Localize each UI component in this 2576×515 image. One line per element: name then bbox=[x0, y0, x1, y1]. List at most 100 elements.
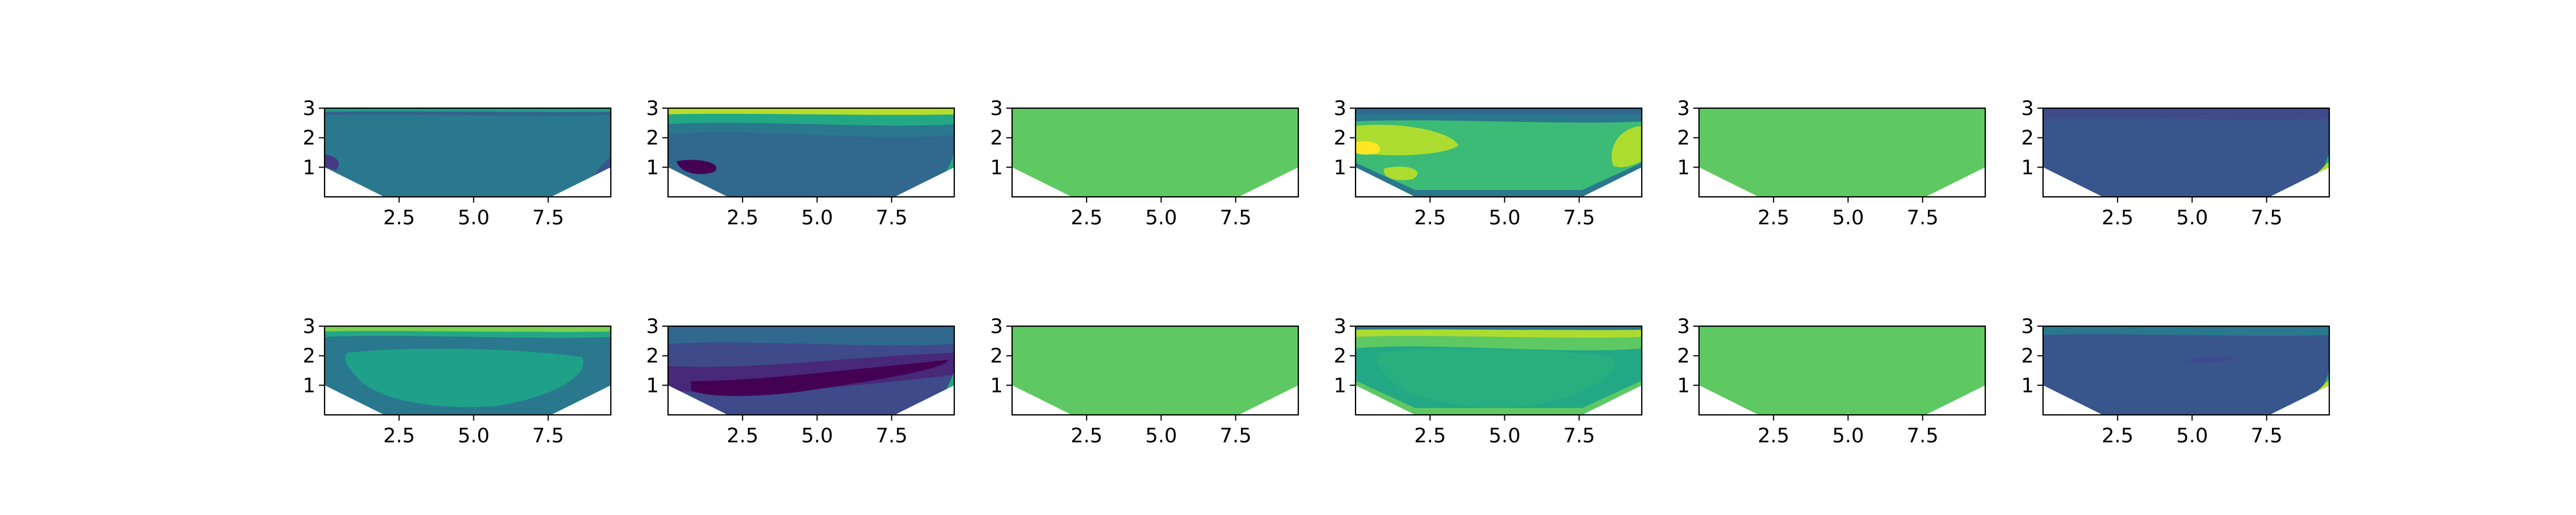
contour-base-fill bbox=[2043, 326, 2329, 415]
y-tick-label: 1 bbox=[646, 374, 659, 397]
y-tick-label: 2 bbox=[2021, 345, 2034, 368]
y-tick-label: 1 bbox=[990, 156, 1003, 179]
contour-level-1 bbox=[668, 326, 954, 346]
y-tick-label: 2 bbox=[1677, 345, 1690, 368]
y-tick-label: 1 bbox=[990, 374, 1003, 397]
y-tick-label: 3 bbox=[990, 315, 1003, 338]
contour-level-5 bbox=[1356, 381, 1642, 415]
y-tick-label: 1 bbox=[2021, 156, 2034, 179]
x-tick-label: 5.0 bbox=[801, 207, 833, 229]
x-tick-label: 5.0 bbox=[2176, 207, 2208, 229]
x-tick-label: 2.5 bbox=[1414, 425, 1446, 447]
y-tick-label: 3 bbox=[1334, 315, 1346, 338]
y-tick-label: 2 bbox=[990, 345, 1003, 368]
contour-base-fill bbox=[1012, 108, 1298, 197]
contour-subplot-7: 2.5 5.0 7.5 1 2 3 bbox=[303, 315, 612, 447]
y-tick-label: 3 bbox=[990, 97, 1003, 120]
x-tick-label: 2.5 bbox=[1070, 207, 1103, 229]
contour-fill-group bbox=[1699, 326, 1985, 415]
y-tick-label: 1 bbox=[303, 374, 315, 397]
x-tick-label: 7.5 bbox=[2251, 425, 2283, 447]
y-tick-label: 3 bbox=[2021, 315, 2034, 338]
contour-subplot-10: 2.5 5.0 7.5 1 2 3 bbox=[1334, 315, 1643, 447]
axes-frame bbox=[323, 107, 612, 198]
x-tick-label: 7.5 bbox=[1220, 207, 1252, 229]
x-tick-label: 2.5 bbox=[726, 425, 758, 447]
contour-base-fill bbox=[325, 108, 611, 197]
contour-fill-group bbox=[2043, 108, 2329, 197]
contour-base-fill bbox=[1012, 326, 1298, 415]
x-tick-label: 7.5 bbox=[1907, 207, 1939, 229]
contour-subplot-8: 2.5 5.0 7.5 1 2 3 bbox=[646, 315, 955, 447]
y-tick-label: 1 bbox=[1334, 156, 1346, 179]
contour-level-6 bbox=[1356, 163, 1642, 197]
contour-fill-group bbox=[325, 326, 611, 415]
x-tick-label: 5.0 bbox=[458, 425, 490, 447]
contour-base-fill bbox=[1699, 108, 1985, 197]
y-tick-label: 2 bbox=[2021, 127, 2034, 150]
x-tick-label: 7.5 bbox=[2251, 207, 2283, 229]
contour-subplot-12: 2.5 5.0 7.5 1 2 3 bbox=[2021, 315, 2330, 447]
contour-level-1 bbox=[2043, 326, 2329, 336]
axes-frame bbox=[667, 325, 955, 416]
y-tick-label: 1 bbox=[2021, 374, 2034, 397]
x-tick-label: 5.0 bbox=[2176, 425, 2208, 447]
x-tick-label: 2.5 bbox=[383, 207, 415, 229]
contour-level-4 bbox=[2186, 356, 2238, 363]
contour-fill-group bbox=[1012, 108, 1298, 197]
x-tick-label: 2.5 bbox=[1070, 425, 1103, 447]
contour-fill-group bbox=[2043, 326, 2329, 415]
contour-level-3 bbox=[325, 326, 611, 332]
contour-subplot-2: 2.5 5.0 7.5 1 2 3 bbox=[646, 97, 955, 229]
x-tick-label: 5.0 bbox=[1489, 207, 1521, 229]
contour-level-5 bbox=[1611, 126, 1642, 168]
contour-level-4 bbox=[1356, 326, 1642, 330]
x-tick-label: 5.0 bbox=[1832, 207, 1864, 229]
x-tick-label: 7.5 bbox=[1563, 207, 1595, 229]
contour-fill-group bbox=[1356, 108, 1642, 197]
contour-level-3 bbox=[668, 108, 954, 115]
contour-level-1 bbox=[345, 348, 584, 407]
contour-subplot-3: 2.5 5.0 7.5 1 2 3 bbox=[990, 97, 1299, 229]
x-tick-label: 2.5 bbox=[1414, 207, 1446, 229]
contour-level-5 bbox=[677, 160, 717, 175]
contour-level-2 bbox=[325, 108, 611, 112]
y-tick-label: 1 bbox=[1677, 156, 1690, 179]
axes-frame bbox=[667, 107, 955, 198]
y-tick-label: 1 bbox=[1334, 374, 1346, 397]
x-tick-label: 2.5 bbox=[2101, 207, 2134, 229]
x-tick-label: 5.0 bbox=[458, 207, 490, 229]
y-tick-label: 3 bbox=[303, 315, 315, 338]
contour-subplot-5: 2.5 5.0 7.5 1 2 3 bbox=[1677, 97, 1986, 229]
x-tick-label: 7.5 bbox=[876, 425, 908, 447]
axes-frame bbox=[1011, 107, 1299, 198]
x-tick-label: 5.0 bbox=[801, 425, 833, 447]
x-tick-label: 2.5 bbox=[2101, 425, 2134, 447]
axes-frame bbox=[2042, 107, 2330, 198]
x-tick-label: 2.5 bbox=[1757, 425, 1789, 447]
contour-level-2 bbox=[1356, 108, 1642, 115]
contour-fill-group bbox=[325, 108, 611, 197]
x-tick-label: 7.5 bbox=[532, 207, 564, 229]
contour-subplot-9: 2.5 5.0 7.5 1 2 3 bbox=[990, 315, 1299, 447]
contour-level-1 bbox=[1376, 348, 1615, 407]
contour-subplot-1: 2.5 5.0 7.5 1 2 3 bbox=[303, 97, 612, 229]
contour-base-fill bbox=[2043, 108, 2329, 197]
y-tick-label: 2 bbox=[646, 127, 659, 150]
contour-fill-group bbox=[668, 326, 954, 415]
y-tick-label: 3 bbox=[1677, 315, 1690, 338]
x-tick-label: 7.5 bbox=[532, 425, 564, 447]
y-tick-label: 2 bbox=[1334, 345, 1346, 368]
y-tick-label: 3 bbox=[1677, 97, 1690, 120]
y-tick-label: 2 bbox=[303, 127, 315, 150]
y-tick-label: 2 bbox=[1334, 127, 1346, 150]
x-tick-label: 5.0 bbox=[1145, 425, 1178, 447]
x-tick-label: 7.5 bbox=[1563, 425, 1595, 447]
y-tick-label: 3 bbox=[646, 315, 659, 338]
contour-fill-group bbox=[668, 108, 954, 197]
y-tick-label: 3 bbox=[303, 97, 315, 120]
x-tick-label: 5.0 bbox=[1489, 425, 1521, 447]
y-tick-label: 1 bbox=[303, 156, 315, 179]
y-tick-label: 3 bbox=[646, 97, 659, 120]
